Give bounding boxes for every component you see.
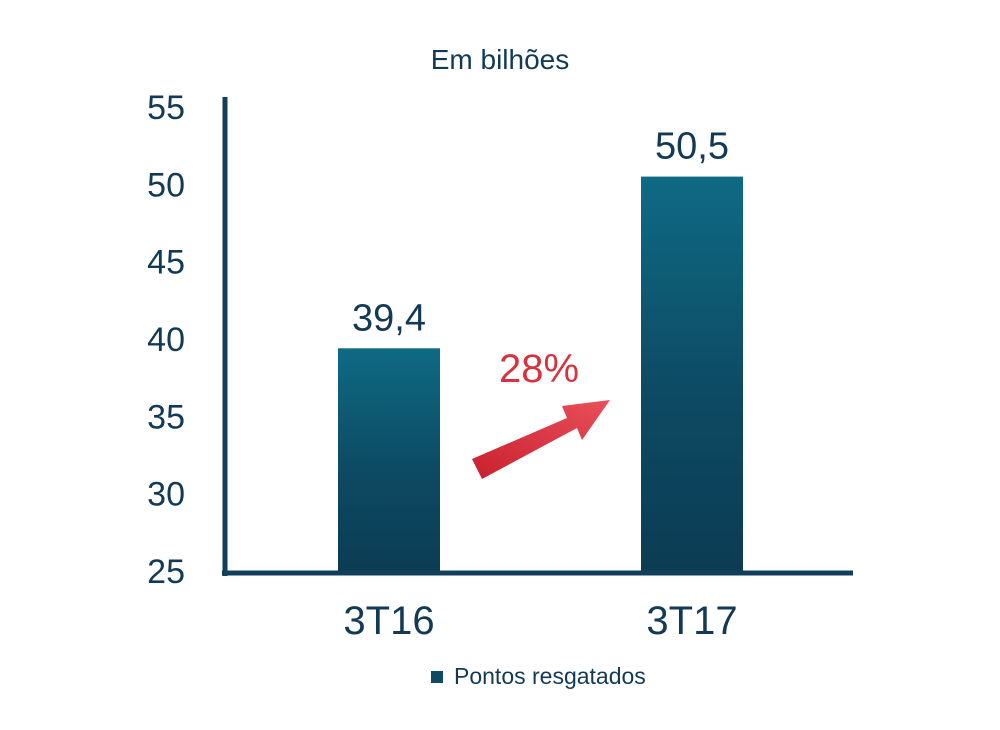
bars [338,176,743,571]
growth-arrow-icon [472,400,610,479]
y-tick-label: 25 [147,553,185,591]
y-tick-label: 30 [147,476,185,514]
y-tick-label: 55 [147,89,185,127]
data-label: 50,5 [655,126,729,168]
chart-title: Em bilhões [431,44,570,75]
legend-swatch [431,671,443,683]
growth-annotation: 28% [499,347,579,391]
x-tick-label: 3T16 [343,599,434,643]
legend-label: Pontos resgatados [454,663,646,689]
bar [338,348,440,571]
y-tick-label: 50 [147,166,185,204]
data-label: 39,4 [352,297,426,339]
bar [641,176,743,571]
data-labels: 39,4 50,5 [352,126,729,340]
y-tick-label: 35 [147,398,185,436]
x-axis-ticks: 3T16 3T17 [343,599,737,643]
x-tick-label: 3T17 [646,599,737,643]
y-tick-label: 45 [147,244,185,282]
y-axis-ticks: 25 30 35 40 45 50 55 [147,89,185,591]
y-tick-label: 40 [147,321,185,359]
